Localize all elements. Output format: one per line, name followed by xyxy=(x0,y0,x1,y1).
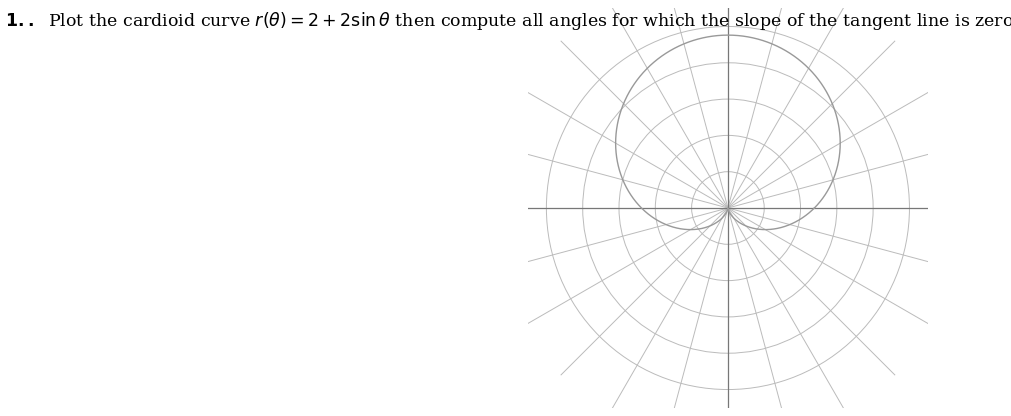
Text: $\mathbf{1..}$  Plot the cardioid curve $r(\theta)=2+2\sin\theta$ then compute a: $\mathbf{1..}$ Plot the cardioid curve $… xyxy=(5,10,1011,32)
